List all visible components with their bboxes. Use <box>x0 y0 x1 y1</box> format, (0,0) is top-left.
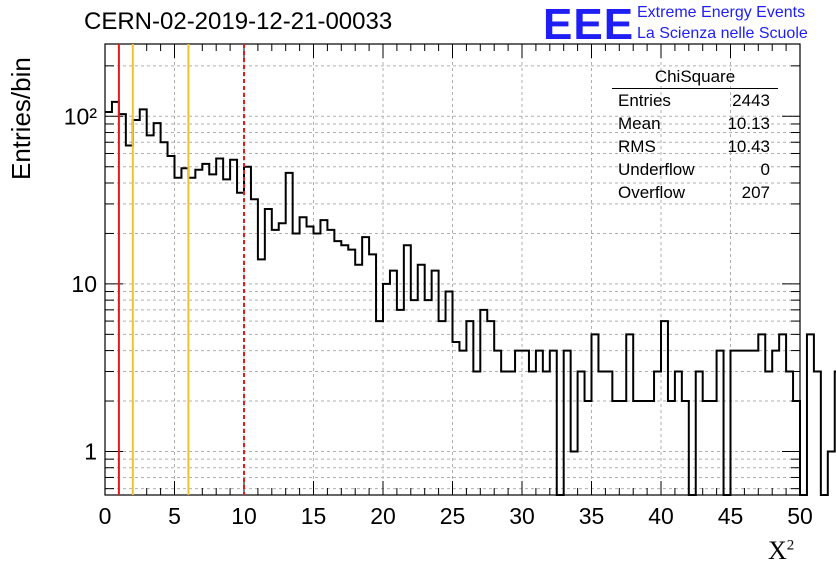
x-tick-label: 40 <box>648 503 674 529</box>
stats-value: 2443 <box>732 91 770 110</box>
stats-value: 10.43 <box>727 137 770 156</box>
chart-title: CERN-02-2019-12-21-00033 <box>84 8 393 35</box>
stats-value: 10.13 <box>727 114 770 133</box>
stats-row-mean: Mean 10.13 <box>612 112 778 135</box>
x-tick-label: 35 <box>579 503 605 529</box>
x-tick-label: 25 <box>440 503 466 529</box>
stats-label: Underflow <box>618 160 695 179</box>
stats-value: 0 <box>760 160 770 179</box>
stats-row-overflow: Overflow 207 <box>612 181 778 204</box>
x-tick-label: 15 <box>301 503 327 529</box>
logo-mark: EEE <box>543 0 635 49</box>
logo-line-1: Extreme Energy Events <box>637 4 806 21</box>
stats-box: ChiSquare Entries 2443 Mean 10.13 RMS 10… <box>612 66 778 204</box>
stats-title: ChiSquare <box>612 66 778 89</box>
x-tick-label: 50 <box>787 503 813 529</box>
stats-row-entries: Entries 2443 <box>612 89 778 112</box>
y-tick-label: 10 <box>71 271 97 297</box>
histogram-line <box>105 100 836 496</box>
stats-label: Entries <box>618 91 671 110</box>
x-tick-label: 20 <box>370 503 396 529</box>
x-tick-label: 45 <box>718 503 744 529</box>
x-axis-label: X2 <box>768 536 795 565</box>
stats-value: 207 <box>741 183 770 202</box>
stats-row-underflow: Underflow 0 <box>612 158 778 181</box>
x-tick-label: 10 <box>231 503 257 529</box>
y-tick-label: 1 <box>84 438 97 464</box>
logo-line-2: La Scienza nelle Scuole <box>637 25 808 42</box>
x-tick-label: 5 <box>168 503 181 529</box>
x-tick-label: 30 <box>509 503 535 529</box>
y-tick-label: 10² <box>64 103 98 129</box>
stats-label: RMS <box>618 137 656 156</box>
x-tick-label: 0 <box>99 503 112 529</box>
stats-label: Overflow <box>618 183 686 202</box>
stats-label: Mean <box>618 114 661 133</box>
stats-row-rms: RMS 10.43 <box>612 135 778 158</box>
